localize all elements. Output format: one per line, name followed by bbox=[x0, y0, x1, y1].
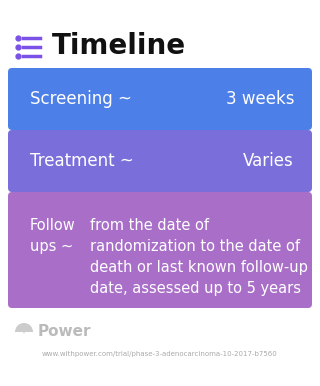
Text: Screening ~: Screening ~ bbox=[30, 90, 132, 108]
FancyBboxPatch shape bbox=[8, 68, 312, 130]
Text: Follow
ups ~: Follow ups ~ bbox=[30, 218, 76, 254]
Text: Power: Power bbox=[38, 325, 92, 340]
Text: Varies: Varies bbox=[243, 152, 294, 170]
Text: Timeline: Timeline bbox=[52, 32, 186, 60]
Text: from the date of
randomization to the date of
death or last known follow-up
date: from the date of randomization to the da… bbox=[90, 218, 308, 296]
Text: www.withpower.com/trial/phase-3-adenocarcinoma-10-2017-b7560: www.withpower.com/trial/phase-3-adenocar… bbox=[42, 351, 278, 357]
Polygon shape bbox=[20, 324, 28, 334]
FancyBboxPatch shape bbox=[8, 192, 312, 308]
FancyBboxPatch shape bbox=[8, 130, 312, 192]
Text: 3 weeks: 3 weeks bbox=[226, 90, 294, 108]
Wedge shape bbox=[15, 323, 33, 332]
Text: Treatment ~: Treatment ~ bbox=[30, 152, 134, 170]
